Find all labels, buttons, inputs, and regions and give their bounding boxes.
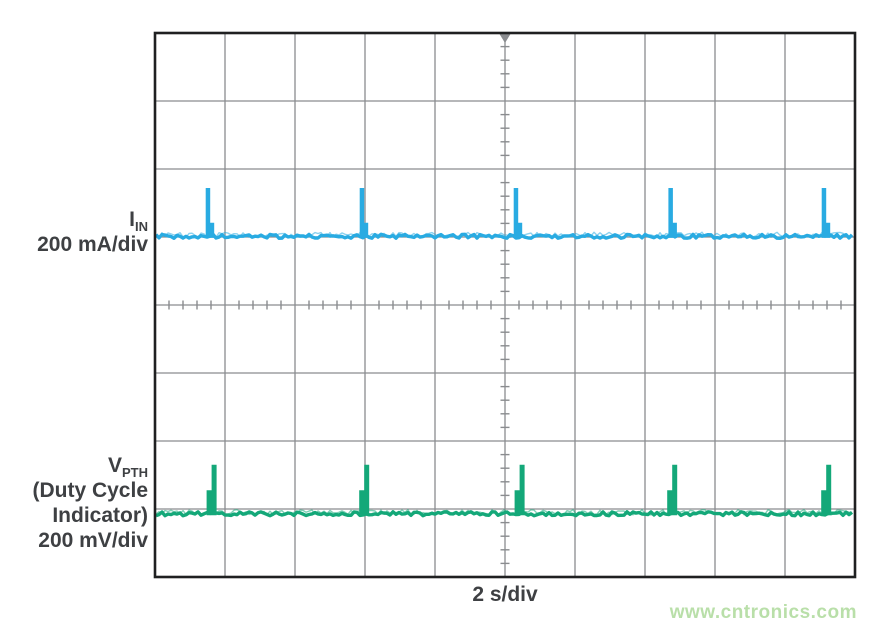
ch2-trace	[155, 464, 854, 518]
pulse	[513, 188, 523, 238]
pulse	[668, 188, 677, 238]
channel2-description-line1: (Duty Cycle	[32, 479, 148, 502]
pulse	[667, 464, 678, 516]
channel2-description-line2: Indicator)	[52, 504, 148, 527]
pulse	[206, 464, 217, 516]
channel1-scale: 200 mA/div	[37, 233, 148, 256]
channel2-scale: 200 mV/div	[38, 529, 148, 552]
pulse	[821, 464, 832, 516]
channel2-label: VPTH (Duty Cycle Indicator) 200 mV/div	[0, 453, 148, 553]
pulse	[205, 188, 215, 238]
channel1-symbol: IIN	[129, 208, 148, 235]
pulse	[359, 464, 370, 516]
channel1-label: IIN 200 mA/div	[0, 207, 148, 257]
pulse	[359, 188, 369, 238]
graticule	[155, 33, 855, 577]
center-axis-ticks	[168, 45, 842, 565]
trigger-marker-icon	[499, 34, 511, 43]
pulse	[821, 188, 831, 238]
ch1-trace	[154, 188, 854, 240]
channel2-symbol: VPTH	[107, 454, 148, 481]
watermark: www.cntronics.com	[669, 602, 857, 623]
scope-border	[153, 31, 857, 579]
pulse	[514, 464, 525, 516]
timebase-label: 2 s/div	[472, 583, 538, 606]
